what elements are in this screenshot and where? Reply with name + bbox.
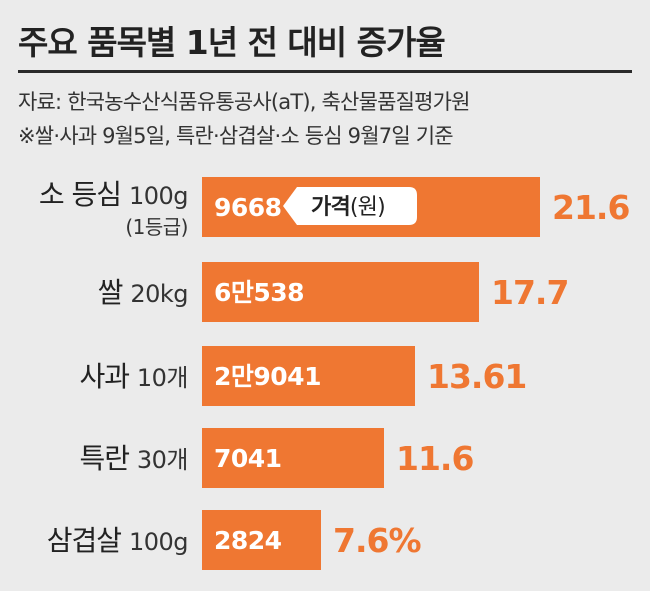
bar (202, 346, 415, 406)
category-label: 쌀 20kg (98, 276, 188, 309)
title-divider (18, 70, 632, 73)
category-label: 삼겹살 100g (47, 524, 188, 557)
price-label: 9668 (214, 193, 282, 222)
price-label: 7041 (214, 444, 282, 473)
price-label: 2만9041 (214, 362, 321, 391)
price-callout-tag (283, 187, 417, 225)
value-label: 17.7 (491, 273, 568, 312)
value-label: 13.61 (427, 357, 526, 396)
category-label: 소 등심 100g (39, 178, 188, 211)
category-label: 특란 30개 (79, 442, 188, 475)
bar (202, 428, 384, 488)
chart-title: 주요 품목별 1년 전 대비 증가율 (18, 23, 446, 62)
price-label: 2824 (214, 526, 282, 555)
category-sublabel: (1등급) (125, 215, 188, 239)
bar (202, 262, 479, 322)
value-label: 21.6 (552, 188, 629, 227)
note-line: ※쌀·사과 9월5일, 특란·삼겹살·소 등심 9월7일 기준 (18, 124, 454, 148)
category-label: 사과 10개 (79, 360, 188, 393)
value-label: 7.6% (333, 521, 421, 560)
price-callout-label: 가격(원) (311, 195, 385, 220)
value-label: 11.6 (396, 439, 473, 478)
price-label: 6만538 (214, 278, 304, 307)
bar (202, 510, 321, 570)
source-line: 자료: 한국농수산식품유통공사(aT), 축산물품질평가원 (18, 90, 471, 114)
